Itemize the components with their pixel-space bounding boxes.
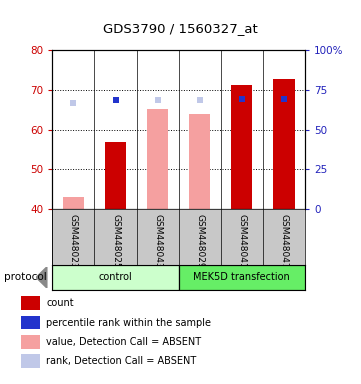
Text: GSM448023: GSM448023 [69,214,78,268]
Text: GSM448029: GSM448029 [195,214,204,268]
Bar [21,335,40,349]
Bar [21,296,40,310]
Text: GSM448043: GSM448043 [153,214,162,268]
Text: rank, Detection Call = ABSENT: rank, Detection Call = ABSENT [47,356,197,366]
Bar [147,109,168,209]
Bar [63,197,84,209]
Bar [231,85,252,209]
Text: control: control [99,272,132,283]
Bar [21,354,40,368]
Text: GDS3790 / 1560327_at: GDS3790 / 1560327_at [103,22,258,35]
Bar [52,265,179,290]
Text: protocol: protocol [4,272,46,283]
Text: GSM448025: GSM448025 [111,214,120,268]
Text: GSM448047: GSM448047 [279,214,288,268]
Bar [189,114,210,209]
Text: MEK5D transfection: MEK5D transfection [193,272,290,283]
Text: value, Detection Call = ABSENT: value, Detection Call = ABSENT [47,337,201,347]
Bar [21,316,40,329]
Text: GSM448041: GSM448041 [238,214,246,268]
Bar [105,142,126,209]
Polygon shape [36,267,47,288]
Text: percentile rank within the sample: percentile rank within the sample [47,318,212,328]
Bar [274,79,295,209]
Bar [179,265,305,290]
Text: count: count [47,298,74,308]
